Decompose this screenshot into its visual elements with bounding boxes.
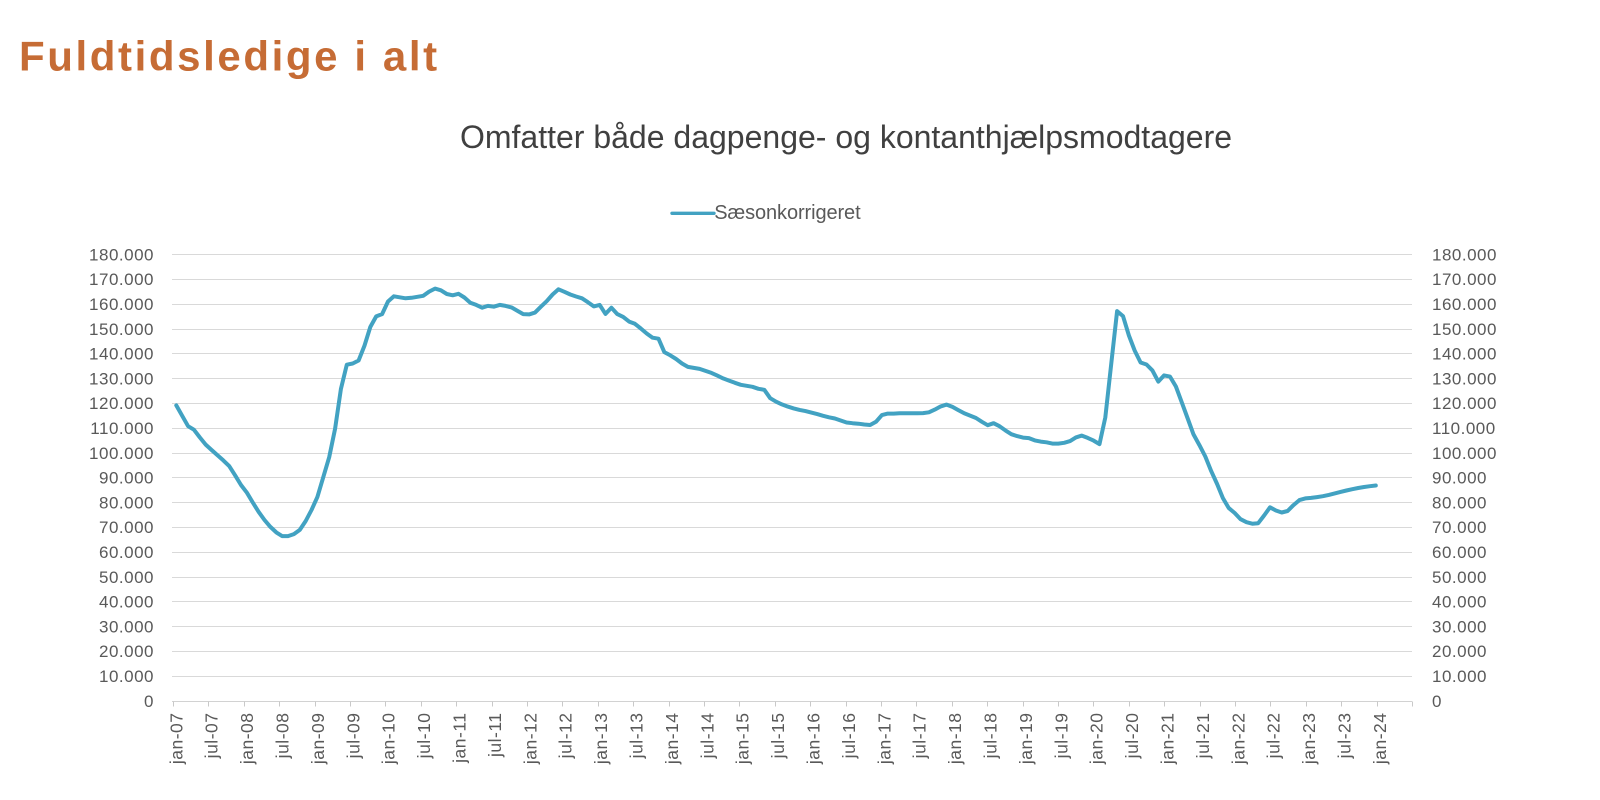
svg-text:130.000: 130.000 — [89, 369, 154, 388]
svg-text:0: 0 — [144, 692, 154, 711]
svg-text:jan-24: jan-24 — [1370, 713, 1390, 766]
svg-text:160.000: 160.000 — [89, 295, 154, 314]
svg-text:30.000: 30.000 — [1432, 617, 1487, 636]
svg-text:0: 0 — [1432, 692, 1442, 711]
svg-text:20.000: 20.000 — [99, 642, 154, 661]
svg-text:jul-08: jul-08 — [273, 713, 293, 760]
svg-text:jul-12: jul-12 — [556, 713, 576, 760]
svg-text:180.000: 180.000 — [1432, 245, 1497, 264]
svg-text:jan-13: jan-13 — [591, 713, 611, 766]
svg-text:jan-16: jan-16 — [804, 713, 824, 766]
svg-text:120.000: 120.000 — [1432, 394, 1497, 413]
svg-text:140.000: 140.000 — [1432, 345, 1497, 364]
svg-text:100.000: 100.000 — [89, 444, 154, 463]
svg-text:80.000: 80.000 — [1432, 493, 1487, 512]
svg-text:120.000: 120.000 — [89, 394, 154, 413]
svg-text:jan-18: jan-18 — [945, 713, 965, 766]
svg-text:100.000: 100.000 — [1432, 444, 1497, 463]
svg-text:jan-14: jan-14 — [662, 713, 682, 766]
svg-text:jul-17: jul-17 — [910, 713, 930, 760]
svg-text:40.000: 40.000 — [99, 593, 154, 612]
svg-text:jul-14: jul-14 — [697, 713, 717, 760]
svg-text:jan-12: jan-12 — [520, 713, 540, 766]
svg-text:160.000: 160.000 — [1432, 295, 1497, 314]
svg-text:170.000: 170.000 — [1432, 270, 1497, 289]
svg-text:jan-21: jan-21 — [1158, 713, 1178, 766]
svg-text:Omfatter både dagpenge- og kon: Omfatter både dagpenge- og kontanthjælps… — [460, 119, 1232, 155]
svg-text:jan-15: jan-15 — [733, 713, 753, 766]
svg-text:60.000: 60.000 — [99, 543, 154, 562]
svg-text:jan-19: jan-19 — [1016, 713, 1036, 766]
svg-text:jan-23: jan-23 — [1299, 713, 1319, 766]
svg-text:jul-23: jul-23 — [1335, 713, 1355, 760]
svg-text:jul-22: jul-22 — [1264, 713, 1284, 760]
svg-text:10.000: 10.000 — [1432, 667, 1487, 686]
svg-text:jul-07: jul-07 — [202, 713, 222, 760]
svg-text:180.000: 180.000 — [89, 245, 154, 264]
svg-text:Fuldtidsledige i alt: Fuldtidsledige i alt — [19, 33, 440, 80]
svg-text:jan-11: jan-11 — [450, 713, 470, 764]
svg-text:90.000: 90.000 — [99, 469, 154, 488]
svg-text:jul-21: jul-21 — [1193, 713, 1213, 760]
svg-text:jul-19: jul-19 — [1051, 713, 1071, 760]
svg-text:110.000: 110.000 — [1432, 419, 1496, 438]
svg-text:jul-16: jul-16 — [839, 713, 859, 760]
svg-text:60.000: 60.000 — [1432, 543, 1487, 562]
svg-text:jul-20: jul-20 — [1122, 713, 1142, 760]
svg-text:jan-08: jan-08 — [237, 713, 257, 766]
svg-text:30.000: 30.000 — [99, 617, 154, 636]
svg-text:jan-07: jan-07 — [166, 713, 186, 766]
svg-text:50.000: 50.000 — [1432, 568, 1487, 587]
svg-text:80.000: 80.000 — [99, 493, 154, 512]
svg-text:140.000: 140.000 — [89, 345, 154, 364]
svg-text:70.000: 70.000 — [1432, 518, 1487, 537]
svg-text:jul-13: jul-13 — [627, 713, 647, 760]
svg-text:jan-10: jan-10 — [379, 713, 399, 766]
svg-text:50.000: 50.000 — [99, 568, 154, 587]
svg-text:170.000: 170.000 — [89, 270, 154, 289]
svg-text:jan-22: jan-22 — [1228, 713, 1248, 766]
svg-text:110.000: 110.000 — [90, 419, 154, 438]
svg-text:70.000: 70.000 — [99, 518, 154, 537]
svg-text:150.000: 150.000 — [1432, 320, 1497, 339]
svg-text:jul-18: jul-18 — [981, 713, 1001, 760]
svg-text:Sæsonkorrigeret: Sæsonkorrigeret — [714, 202, 861, 224]
svg-text:20.000: 20.000 — [1432, 642, 1487, 661]
svg-text:jan-17: jan-17 — [874, 713, 894, 766]
svg-text:40.000: 40.000 — [1432, 593, 1487, 612]
svg-text:150.000: 150.000 — [89, 320, 154, 339]
svg-text:jul-15: jul-15 — [768, 713, 788, 760]
svg-text:10.000: 10.000 — [99, 667, 154, 686]
svg-text:130.000: 130.000 — [1432, 369, 1497, 388]
svg-text:jul-11: jul-11 — [485, 713, 505, 759]
svg-text:jan-20: jan-20 — [1087, 713, 1107, 766]
svg-text:jan-09: jan-09 — [308, 713, 328, 766]
svg-text:jul-09: jul-09 — [343, 713, 363, 760]
svg-text:90.000: 90.000 — [1432, 469, 1487, 488]
svg-text:jul-10: jul-10 — [414, 713, 434, 760]
